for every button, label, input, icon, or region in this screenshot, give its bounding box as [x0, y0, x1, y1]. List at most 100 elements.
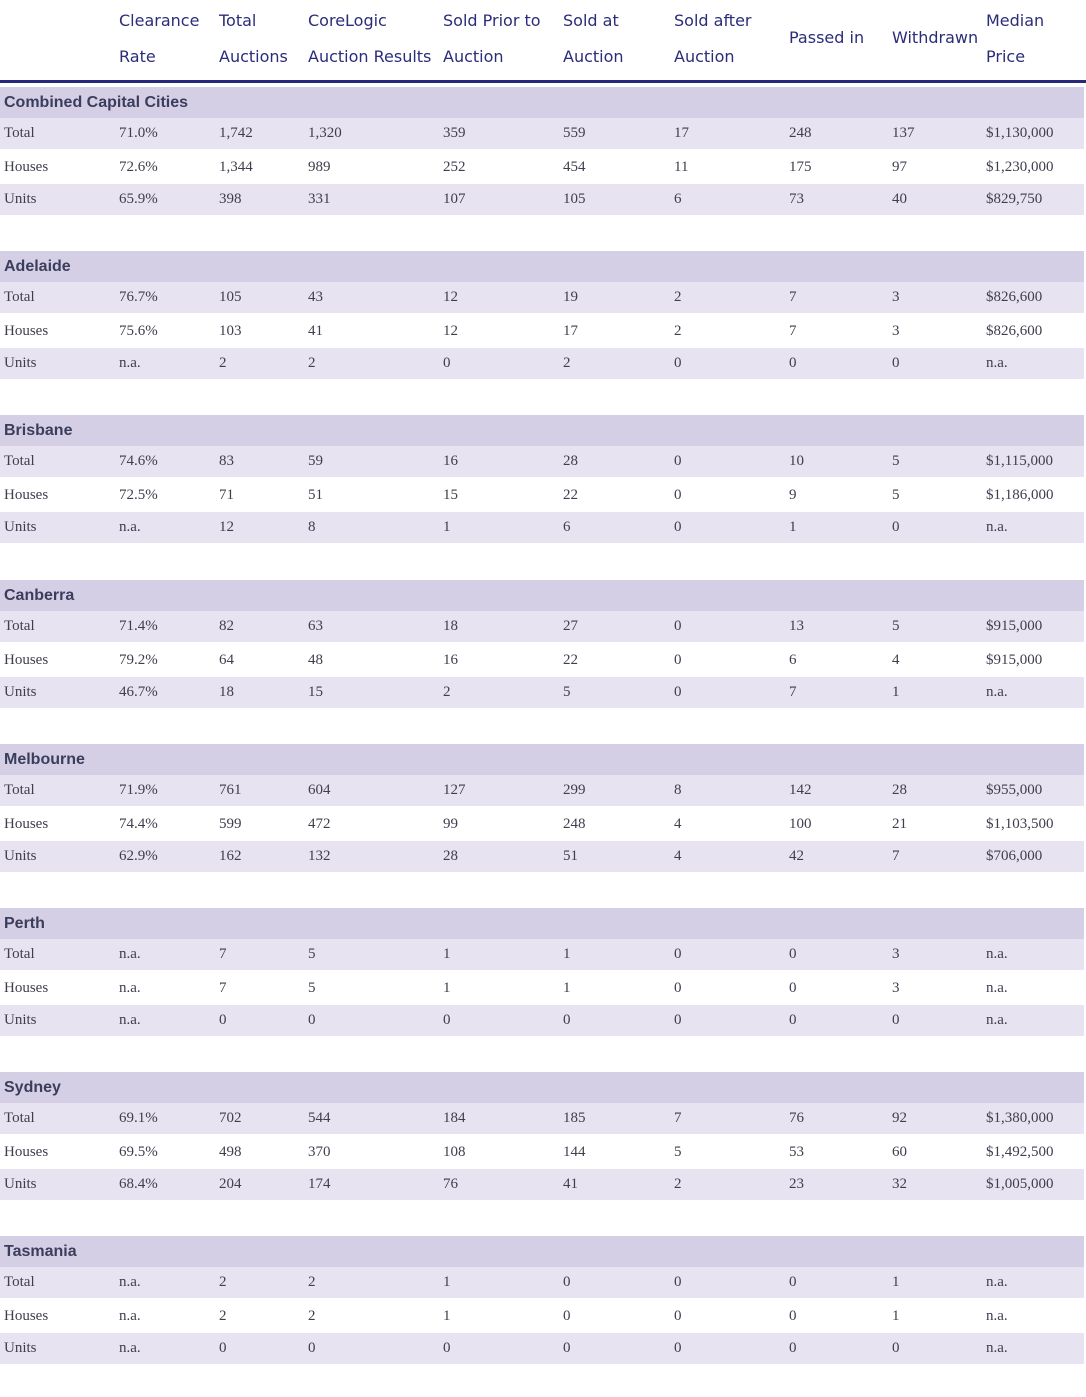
table-cell: $826,600 — [986, 323, 1043, 340]
column-header-line: Median — [986, 11, 1045, 30]
table-cell: 108 — [443, 1144, 466, 1161]
city-section: Canberra Total 71.4% 82 63 18 27 0 13 5 $915,000 Ho… — [0, 576, 1086, 740]
table-cell: $1,230,000 — [986, 159, 1054, 175]
section-title-row: Adelaide — [0, 251, 1084, 283]
column-header-line: Auction — [443, 47, 504, 66]
table-cell: 248 — [789, 125, 812, 141]
table-cell: 22 — [563, 651, 578, 668]
table-cell: 1 — [443, 1274, 451, 1291]
table-cell: n.a. — [986, 1011, 1008, 1028]
table-cell: 559 — [563, 125, 586, 141]
row-label: Units — [4, 191, 37, 207]
table-cell: 2 — [308, 1274, 316, 1291]
table-cell: 5 — [892, 453, 900, 470]
table-cell: 71.0% — [119, 125, 158, 141]
table-cell: 8 — [674, 781, 682, 798]
table-cell: 0 — [674, 945, 682, 962]
table-cell: 53 — [789, 1144, 804, 1161]
column-header-line: Withdrawn — [892, 28, 979, 47]
column-header-line: CoreLogic — [308, 11, 387, 30]
table-cell: 46.7% — [119, 683, 158, 700]
table-cell: 0 — [674, 651, 682, 668]
table-cell: 16 — [443, 453, 458, 470]
row-label: Houses — [4, 487, 49, 504]
table-cell: 41 — [563, 1176, 578, 1193]
section-title: Melbourne — [4, 750, 85, 768]
table-row: Units n.a. 2 2 0 2 0 0 0 n.a. — [0, 348, 1084, 380]
table-cell: 127 — [443, 781, 466, 798]
column-header-line: Sold at — [563, 11, 619, 30]
table-cell: 248 — [563, 815, 586, 832]
table-cell: n.a. — [119, 355, 141, 372]
table-cell: n.a. — [986, 1308, 1008, 1325]
table-cell: n.a. — [986, 355, 1008, 372]
table-cell: 4 — [674, 815, 682, 832]
table-cell: 64 — [219, 651, 234, 668]
column-header: Sold at Auction — [563, 3, 624, 75]
table-cell: 75.6% — [119, 323, 158, 340]
table-cell: 4 — [892, 651, 900, 668]
table-cell: 4 — [674, 847, 682, 864]
table-cell: 72.6% — [119, 159, 158, 175]
section-title-row: Brisbane — [0, 415, 1084, 447]
row-label: Houses — [4, 323, 49, 340]
table-cell: $1,130,000 — [986, 125, 1054, 141]
row-label: Units — [4, 355, 37, 372]
table-row: Houses n.a. 2 2 1 0 0 0 1 n.a. — [0, 1301, 1084, 1333]
table-cell: 6 — [674, 191, 682, 207]
table-cell: 174 — [308, 1176, 331, 1193]
table-cell: 0 — [892, 1340, 900, 1357]
row-label: Units — [4, 1340, 37, 1357]
table-row: Total 71.0% 1,742 1,320 359 559 17 248 137 $1,130… — [0, 118, 1084, 149]
table-cell: 0 — [219, 1340, 227, 1357]
table-cell: 76 — [789, 1110, 804, 1127]
table-cell: 989 — [308, 159, 331, 175]
row-label: Total — [4, 945, 35, 962]
table-cell: 73 — [789, 191, 804, 207]
table-cell: 162 — [219, 847, 242, 864]
table-cell: 0 — [219, 1011, 227, 1028]
table-row: Houses n.a. 7 5 1 1 0 0 3 n.a. — [0, 972, 1084, 1004]
table-cell: 6 — [563, 519, 571, 536]
table-cell: 59 — [308, 453, 323, 470]
table-cell: 0 — [443, 355, 451, 372]
table-cell: 18 — [219, 683, 234, 700]
table-cell: 132 — [308, 847, 331, 864]
table-cell: 32 — [892, 1176, 907, 1193]
table-cell: 702 — [219, 1110, 242, 1127]
table-cell: 107 — [443, 191, 466, 207]
table-cell: 2 — [219, 1274, 227, 1291]
row-label: Units — [4, 847, 37, 864]
table-cell: 2 — [674, 289, 682, 306]
table-row: Total 69.1% 702 544 184 185 7 76 92 $1,380,000 — [0, 1103, 1084, 1135]
column-header: Passed in — [789, 20, 864, 56]
table-cell: 7 — [789, 289, 797, 306]
table-cell: 5 — [892, 487, 900, 504]
row-label: Total — [4, 289, 35, 306]
table-cell: $1,115,000 — [986, 453, 1053, 470]
table-cell: 0 — [789, 945, 797, 962]
table-cell: 0 — [308, 1011, 316, 1028]
table-cell: 0 — [674, 453, 682, 470]
table-cell: 2 — [443, 683, 451, 700]
table-cell: 60 — [892, 1144, 907, 1161]
table-cell: 17 — [674, 125, 689, 141]
section-title: Adelaide — [4, 258, 71, 276]
section-title: Sydney — [4, 1079, 61, 1097]
table-cell: n.a. — [986, 1340, 1008, 1357]
section-title: Canberra — [4, 586, 75, 604]
column-header-line: Auction — [674, 47, 735, 66]
table-cell: 7 — [219, 945, 227, 962]
section-title: Combined Capital Cities — [4, 94, 189, 111]
table-cell: 252 — [443, 159, 466, 175]
row-label: Units — [4, 519, 37, 536]
table-cell: 0 — [674, 1308, 682, 1325]
table-cell: 22 — [563, 487, 578, 504]
table-cell: 6 — [789, 651, 797, 668]
table-cell: 51 — [308, 487, 323, 504]
column-header: Clearance Rate — [119, 3, 199, 75]
table-cell: 0 — [563, 1340, 571, 1357]
row-label: Total — [4, 781, 35, 798]
row-label: Units — [4, 1011, 37, 1028]
table-cell: 137 — [892, 125, 915, 141]
